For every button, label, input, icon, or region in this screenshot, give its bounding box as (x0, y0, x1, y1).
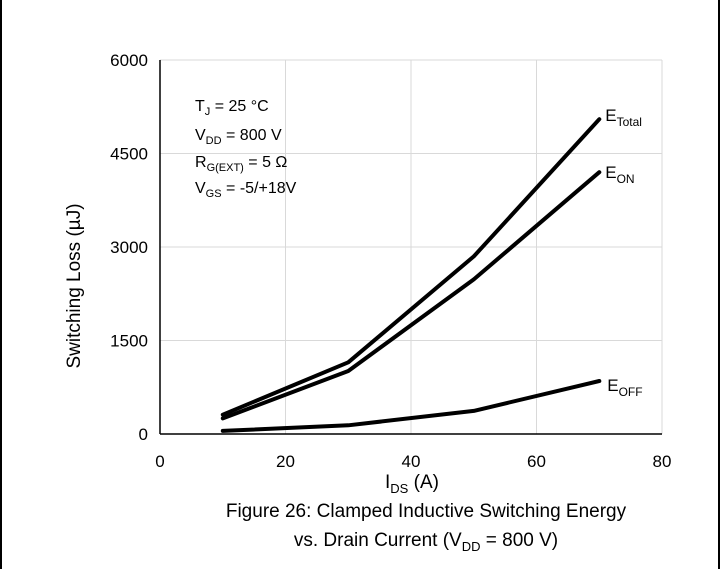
data-point-e-off-0 (222, 430, 224, 432)
x-tick-80: 80 (653, 452, 672, 471)
data-point-e-total-2 (473, 255, 475, 257)
x-tick-60: 60 (527, 452, 546, 471)
condition-4: VGS = -5/+18V (195, 180, 297, 200)
y-tick-6000: 6000 (110, 51, 148, 70)
data-point-e-off-1 (347, 424, 349, 426)
series-line-e-off (220, 379, 602, 433)
data-point-e-total-3 (598, 118, 600, 120)
x-tick-labels: 0 20 40 60 80 (155, 452, 671, 471)
axes (159, 60, 662, 435)
caption-line-2: vs. Drain Current (VDD = 800 V) (294, 530, 558, 554)
caption-line-1: Figure 26: Clamped Inductive Switching E… (226, 501, 627, 522)
y-tick-labels: 0 1500 3000 4500 6000 (110, 51, 148, 444)
grid-lines (160, 59, 663, 434)
data-point-e-off-3 (598, 380, 600, 382)
test-conditions: TJ = 25 °C VDD = 800 V RG(EXT) = 5 Ω VGS = … (195, 98, 297, 200)
series-label-e-on: EON (605, 163, 634, 186)
data-point-e-on-1 (347, 370, 349, 372)
condition-1: TJ = 25 °C (195, 98, 269, 118)
data-point-e-on-2 (473, 278, 475, 280)
data-point-e-total-1 (347, 361, 349, 363)
series-lines (220, 117, 602, 433)
y-tick-3000: 3000 (110, 238, 148, 257)
series-labels: ETotal EON EOFF (605, 106, 642, 399)
y-tick-1500: 1500 (110, 332, 148, 351)
x-tick-40: 40 (402, 452, 421, 471)
condition-2: VDD = 800 V (195, 127, 282, 147)
condition-3: RG(EXT) = 5 Ω (195, 154, 287, 174)
x-tick-20: 20 (276, 452, 295, 471)
series-line-e-on (220, 170, 602, 421)
y-tick-4500: 4500 (110, 145, 148, 164)
series-label-e-total: ETotal (605, 106, 642, 129)
data-point-e-off-2 (473, 410, 475, 412)
series-line-e-total (220, 117, 602, 417)
y-axis-title: Switching Loss (µJ) (64, 203, 85, 368)
data-point-e-total-0 (222, 414, 224, 416)
data-point-e-on-0 (222, 417, 224, 419)
x-axis-title: IDS (A) (385, 472, 439, 496)
y-tick-0: 0 (139, 425, 148, 444)
series-label-e-off: EOFF (607, 376, 642, 399)
data-point-e-on-3 (598, 171, 600, 173)
x-tick-0: 0 (155, 452, 164, 471)
